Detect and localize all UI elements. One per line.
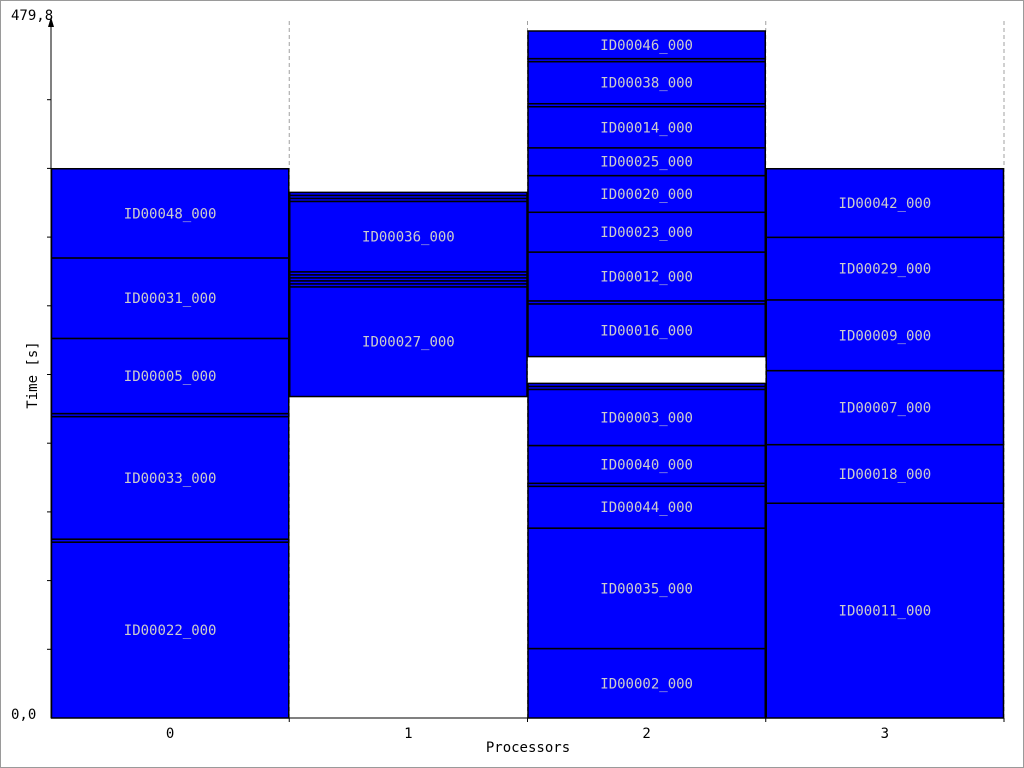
task-bar (527, 485, 766, 529)
processor-tick-label: 3 (881, 726, 889, 742)
task-label: ID00020_000 (600, 187, 693, 203)
task-label: ID00033_000 (124, 471, 217, 487)
task-bar (50, 337, 290, 415)
task-label: ID00046_000 (600, 38, 693, 54)
task-bar (527, 647, 766, 719)
task-label: ID00031_000 (124, 291, 217, 307)
task-bar (527, 251, 766, 302)
task-bar (527, 527, 766, 650)
task-label: ID00044_000 (600, 500, 693, 516)
task-label: ID00027_000 (362, 335, 455, 351)
processor-tick-label: 1 (404, 726, 412, 742)
task-bar (50, 541, 290, 719)
task-label: ID00023_000 (600, 225, 693, 241)
task-label: ID00007_000 (839, 401, 932, 417)
task-bar (765, 443, 1005, 504)
task-label: ID00003_000 (600, 410, 693, 426)
y-axis-title: Time [s] (25, 341, 41, 408)
task-label: ID00042_000 (839, 196, 932, 212)
x-tick-labels: 0 1 2 3 (166, 726, 889, 742)
task-bar (765, 167, 1005, 239)
y-min-tick-label: 0,0 (11, 707, 36, 723)
task-bar (527, 303, 766, 358)
task-bar (527, 444, 766, 485)
task-bars: ID00022_000 ID00033_000 ID00005_000 ID00031… (50, 30, 1005, 719)
y-max-tick-label: 479,8 (11, 8, 53, 24)
task-bar (765, 299, 1005, 372)
processor-tick-label: 0 (166, 726, 174, 742)
task-bar (50, 415, 290, 540)
task-label: ID00012_000 (600, 269, 693, 285)
task-label: ID00011_000 (839, 604, 932, 620)
task-bar (765, 236, 1005, 301)
task-bar (527, 30, 766, 60)
task-bar (527, 382, 766, 388)
task-label: ID00048_000 (124, 206, 217, 222)
task-label: ID00009_000 (839, 328, 932, 344)
task-bar (289, 200, 528, 273)
task-label: ID00018_000 (839, 467, 932, 483)
task-label: ID00022_000 (124, 623, 217, 639)
task-label: ID00005_000 (124, 369, 217, 385)
task-label: ID00035_000 (600, 581, 693, 597)
task-label: ID00014_000 (600, 120, 693, 136)
y-axis-arrow-icon (48, 17, 54, 27)
task-label: ID00025_000 (600, 155, 693, 171)
task-label: ID00029_000 (839, 262, 932, 278)
task-label: ID00002_000 (600, 676, 693, 692)
y-axis-ticks (47, 99, 1005, 722)
task-bar (50, 167, 290, 259)
axes (47, 17, 1005, 722)
task-label: ID00038_000 (600, 76, 693, 92)
task-label: ID00040_000 (600, 457, 693, 473)
task-bar (527, 105, 766, 149)
task-bar (527, 211, 766, 253)
processor-tick-label: 2 (642, 726, 650, 742)
x-axis-title: Processors (486, 740, 570, 756)
task-bar (765, 502, 1005, 719)
task-bar (527, 147, 766, 177)
task-bar (289, 191, 528, 197)
task-bar (527, 60, 766, 105)
task-label: ID00036_000 (362, 230, 455, 246)
task-label: ID00016_000 (600, 323, 693, 339)
